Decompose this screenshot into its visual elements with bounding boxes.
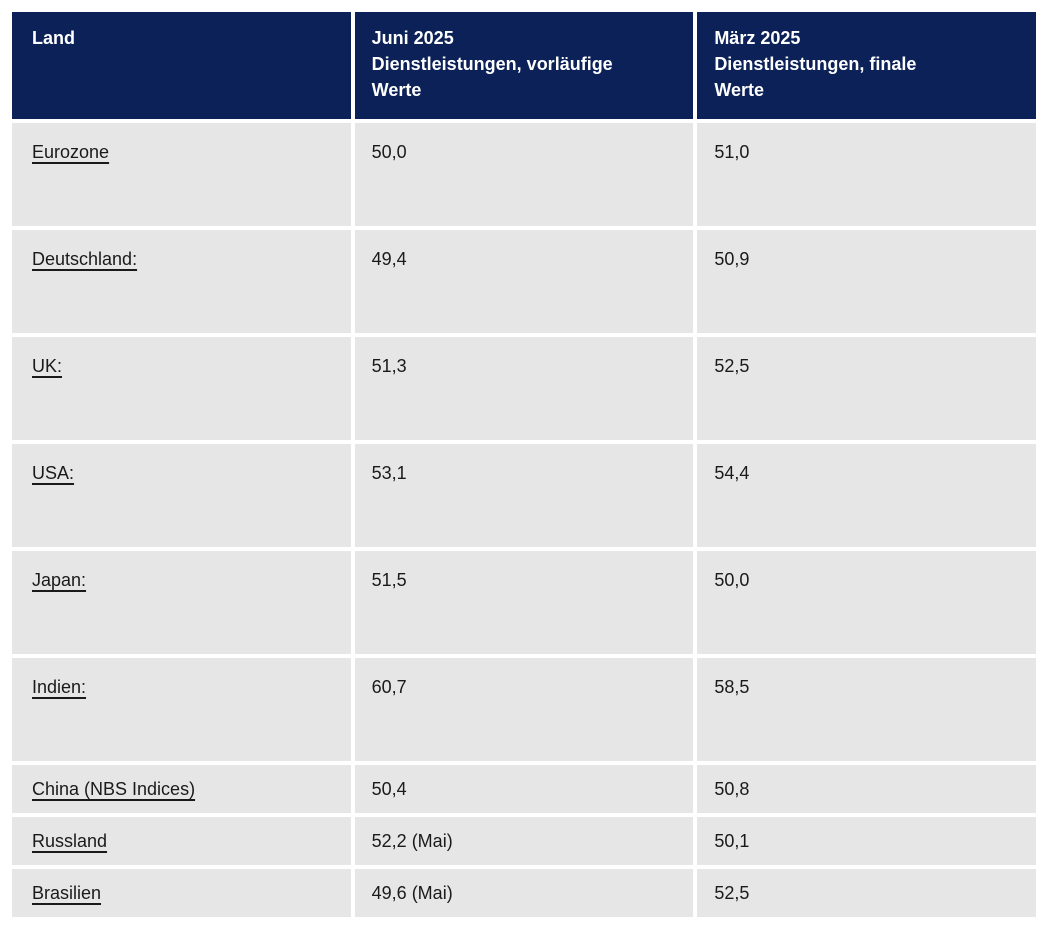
column-header-land: Land [12, 12, 351, 119]
juni-value: 50,4 [371, 779, 407, 799]
table-row-russland: Russland 52,2 (Mai) 50,1 [12, 817, 1036, 865]
table-row-japan: Japan: 51,5 50,0 [12, 551, 1036, 654]
maerz-value: 52,5 [714, 883, 750, 903]
country-link-eurozone[interactable]: Eurozone [32, 142, 110, 162]
juni-value-cell: 49,6 (Mai) [354, 869, 694, 917]
maerz-value: 50,1 [714, 831, 750, 851]
juni-value: 51,3 [371, 356, 407, 376]
land-cell: UK: [12, 337, 351, 440]
country-link-russland[interactable]: Russland [32, 831, 108, 851]
country-link-brasilien[interactable]: Brasilien [32, 883, 102, 903]
land-cell: Deutschland: [12, 230, 351, 333]
maerz-value-cell: 54,4 [697, 444, 1036, 547]
maerz-value: 50,8 [714, 779, 750, 799]
table-row-uk: UK: 51,3 52,5 [12, 337, 1036, 440]
juni-value: 53,1 [371, 463, 407, 483]
maerz-value-cell: 50,9 [697, 230, 1036, 333]
juni-value-cell: 49,4 [354, 230, 694, 333]
juni-value-cell: 60,7 [354, 658, 694, 761]
juni-value: 52,2 (Mai) [371, 831, 453, 851]
country-link-indien[interactable]: Indien: [32, 677, 87, 697]
country-link-uk[interactable]: UK: [32, 356, 63, 376]
land-cell: Japan: [12, 551, 351, 654]
maerz-value-cell: 50,0 [697, 551, 1036, 654]
maerz-value-cell: 52,5 [697, 869, 1036, 917]
country-link-usa[interactable]: USA: [32, 463, 75, 483]
header-row: Land Juni 2025 Dienstleistungen, vorläuf… [12, 12, 1036, 119]
table-row-usa: USA: 53,1 54,4 [12, 444, 1036, 547]
country-link-china[interactable]: China (NBS Indices) [32, 779, 196, 799]
maerz-value: 50,0 [714, 570, 750, 590]
column-header-land-label: Land [32, 28, 75, 48]
maerz-value-cell: 50,1 [697, 817, 1036, 865]
juni-value: 50,0 [371, 142, 407, 162]
country-link-japan[interactable]: Japan: [32, 570, 87, 590]
table-row-deutschland: Deutschland: 49,4 50,9 [12, 230, 1036, 333]
maerz-value-cell: 51,0 [697, 123, 1036, 226]
land-cell: USA: [12, 444, 351, 547]
juni-value-cell: 52,2 (Mai) [354, 817, 694, 865]
land-cell: Eurozone [12, 123, 351, 226]
pmi-services-table: Land Juni 2025 Dienstleistungen, vorläuf… [8, 8, 1040, 921]
maerz-value: 50,9 [714, 249, 750, 269]
land-cell: Indien: [12, 658, 351, 761]
maerz-value: 51,0 [714, 142, 750, 162]
juni-value: 49,4 [371, 249, 407, 269]
table-row-eurozone: Eurozone 50,0 51,0 [12, 123, 1036, 226]
juni-value-cell: 50,4 [354, 765, 694, 813]
maerz-value-cell: 58,5 [697, 658, 1036, 761]
land-cell: Russland [12, 817, 351, 865]
column-header-maerz-2025: März 2025 Dienstleistungen, finale Werte [697, 12, 1036, 119]
maerz-value-cell: 52,5 [697, 337, 1036, 440]
juni-value: 60,7 [371, 677, 407, 697]
land-cell: China (NBS Indices) [12, 765, 351, 813]
column-header-juni-2025: Juni 2025 Dienstleistungen, vorläufige W… [354, 12, 694, 119]
table-row-china: China (NBS Indices) 50,4 50,8 [12, 765, 1036, 813]
table-row-indien: Indien: 60,7 58,5 [12, 658, 1036, 761]
maerz-value: 58,5 [714, 677, 750, 697]
maerz-value: 54,4 [714, 463, 750, 483]
juni-value: 51,5 [371, 570, 407, 590]
juni-value-cell: 51,3 [354, 337, 694, 440]
maerz-value-cell: 50,8 [697, 765, 1036, 813]
juni-value-cell: 53,1 [354, 444, 694, 547]
maerz-value: 52,5 [714, 356, 750, 376]
juni-value-cell: 50,0 [354, 123, 694, 226]
table-row-brasilien: Brasilien 49,6 (Mai) 52,5 [12, 869, 1036, 917]
country-link-deutschland[interactable]: Deutschland: [32, 249, 138, 269]
juni-value-cell: 51,5 [354, 551, 694, 654]
juni-value: 49,6 (Mai) [371, 883, 453, 903]
land-cell: Brasilien [12, 869, 351, 917]
